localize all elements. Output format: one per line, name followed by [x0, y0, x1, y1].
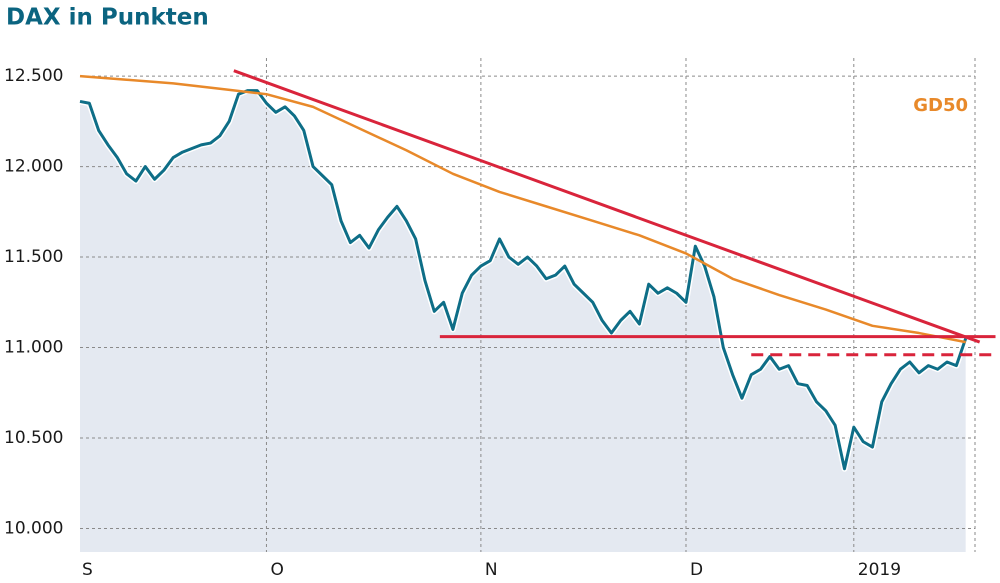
- x-tick-label: N: [485, 560, 498, 580]
- trend-line: [233, 69, 981, 344]
- legend-label: GD50: [913, 95, 968, 116]
- y-tick-label: 10.500: [4, 428, 63, 448]
- chart-title: DAX in Punkten: [6, 5, 209, 31]
- y-tick-label: 12.500: [4, 66, 63, 86]
- area: [80, 90, 966, 553]
- x-tick-label: O: [270, 560, 283, 580]
- y-tick-label: 11.500: [4, 247, 63, 267]
- line: [79, 89, 968, 471]
- x-tick-label: D: [690, 560, 703, 580]
- x-tick-label: S: [82, 560, 93, 580]
- line: [79, 74, 966, 344]
- x-tick-label: 2019: [858, 560, 901, 580]
- y-tick-label: 11.000: [4, 338, 63, 358]
- y-tick-label: 10.000: [4, 518, 63, 538]
- y-tick-label: 12.000: [4, 157, 63, 177]
